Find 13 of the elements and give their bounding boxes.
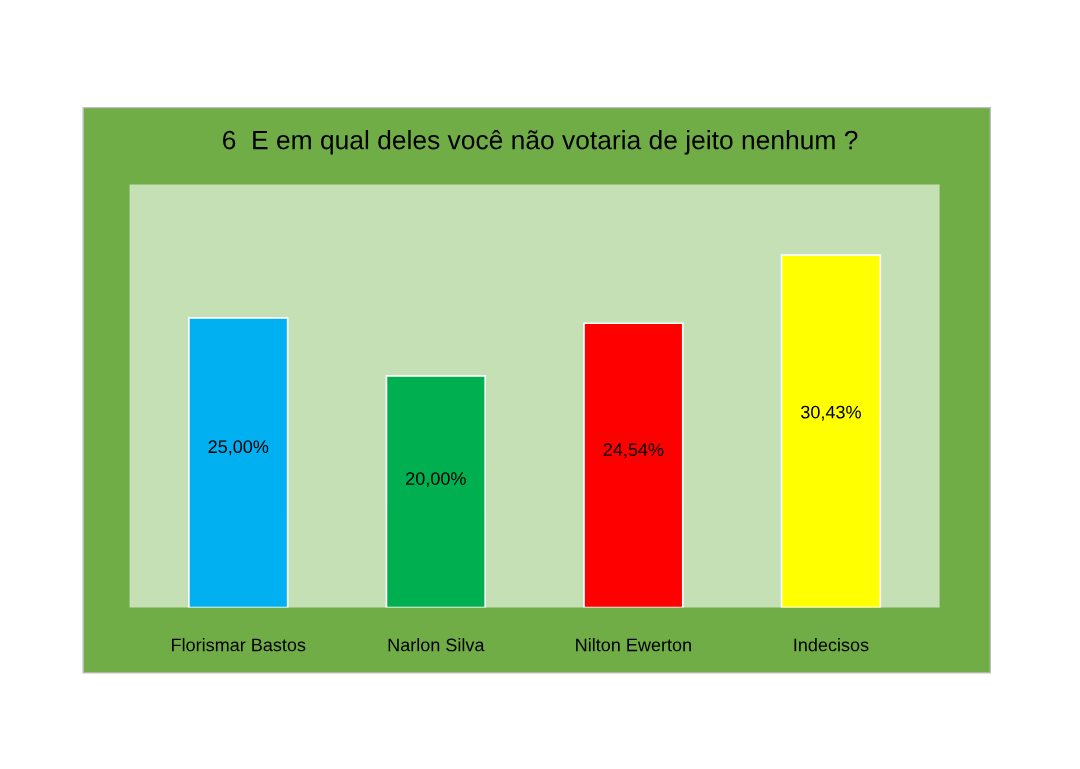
x-tick-label: Indecisos: [794, 638, 869, 652]
x-tick-label: Florismar Bastos: [172, 638, 306, 652]
data-label: 24,54%: [603, 443, 664, 459]
data-label: 20,00%: [406, 472, 466, 488]
x-tick-label: Narlon Silva: [388, 638, 485, 652]
bar: [188, 317, 289, 608]
bar: [780, 254, 882, 608]
bar: [385, 375, 487, 608]
data-label: 25,00%: [208, 440, 269, 456]
data-label: 30,43%: [801, 405, 861, 421]
bar: [583, 322, 684, 608]
chart-title: 6 E em qual deles você não votaria de jeito nenhum ?: [223, 129, 858, 155]
x-tick-label: Nilton Ewerton: [576, 638, 691, 652]
